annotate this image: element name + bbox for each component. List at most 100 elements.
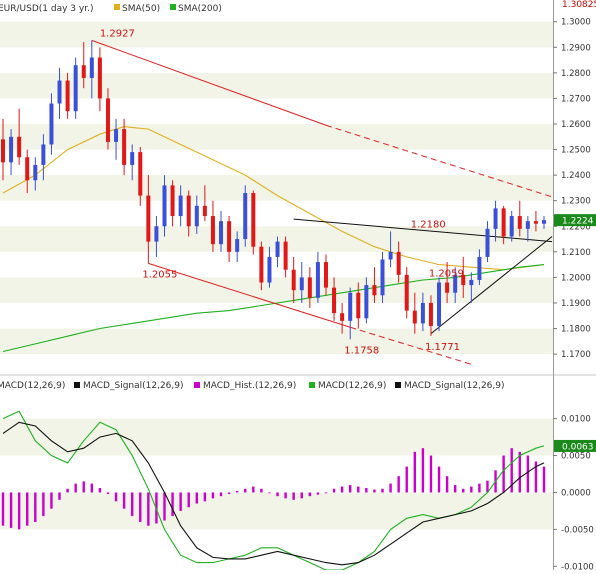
candle-body — [469, 279, 474, 286]
trendline — [148, 262, 351, 328]
candlestick — [428, 295, 433, 336]
price-tick-label: 1.2200 — [561, 222, 591, 232]
candle-body — [307, 277, 312, 298]
price-tick-label: 1.2300 — [561, 197, 591, 207]
candle-body — [542, 220, 546, 224]
candle-body — [219, 221, 224, 245]
price-grid-band — [0, 277, 553, 303]
candlestick — [97, 47, 102, 112]
macd-hist-bar — [260, 488, 263, 493]
candlestick — [412, 292, 417, 334]
macd-hist-bar — [445, 476, 449, 493]
candle-body — [525, 221, 530, 229]
macd-hist-bar — [235, 490, 239, 493]
macd-hist-bar — [171, 492, 174, 517]
candlestick — [81, 42, 86, 89]
candlestick — [105, 88, 110, 150]
macd-hist-bar — [526, 455, 530, 493]
candlestick — [533, 210, 538, 232]
candlestick — [340, 302, 345, 334]
candlestick — [307, 267, 312, 309]
candlestick — [202, 185, 207, 222]
macd-hist-bar — [534, 461, 538, 493]
macd-legend-swatch-5 — [395, 382, 401, 388]
macd-hist-bar — [179, 492, 182, 511]
price-annotation: 1.2059 — [429, 268, 464, 279]
candlestick — [283, 236, 288, 278]
macd-hist-bar — [252, 486, 255, 493]
candle-body — [315, 262, 320, 298]
candle-body — [122, 129, 127, 165]
macd-tick-label: -0.0100 — [561, 562, 594, 570]
macd-panel-background — [0, 378, 553, 530]
candlestick — [49, 93, 54, 155]
candle-body — [57, 80, 62, 104]
macd-grid-band — [0, 418, 553, 456]
current-macd-label: 0.0063 — [562, 442, 594, 452]
price-grid-band — [0, 328, 553, 355]
candlestick — [388, 231, 393, 268]
macd-hist-bar — [389, 483, 392, 493]
price-panel: 1.2927 1.2055 1.2180 1.2059 1.1758 1.1771 — [1, 28, 553, 365]
price-tick-label: 1.1800 — [561, 325, 591, 335]
macd-hist-bar — [381, 488, 384, 493]
macd-panel — [1, 410, 546, 571]
price-tick-label: 1.2600 — [561, 120, 591, 130]
macd-hist-bar — [300, 492, 303, 499]
candle-body — [299, 277, 304, 291]
candlestick — [17, 108, 22, 165]
price-grid-band — [0, 354, 553, 372]
legend-swatch-sma50 — [114, 4, 120, 10]
macd-legend-label-4: MACD(12,26,9) — [318, 381, 386, 391]
macd-tick-label: -0.0050 — [561, 525, 594, 535]
candlestick — [73, 57, 78, 119]
candle-body — [437, 282, 442, 326]
candle-body — [33, 164, 38, 181]
candle-body — [130, 152, 135, 165]
candlestick — [267, 246, 272, 288]
chart-title: EUR/USD(1 day 3 yr.) — [0, 4, 93, 14]
macd-hist-bar — [268, 492, 271, 494]
candle-body — [420, 302, 425, 324]
price-grid-band — [0, 124, 553, 150]
macd-hist-bar — [98, 488, 102, 493]
macd-hist-bar — [502, 455, 505, 493]
macd-hist-bar — [413, 451, 417, 493]
macd-hist-bar — [227, 492, 231, 494]
candlestick — [501, 205, 506, 245]
price-annotation: 1.2180 — [411, 219, 446, 230]
macd-hist-bar — [405, 466, 408, 493]
candle-body — [65, 80, 70, 112]
candlestick — [114, 118, 119, 160]
macd-hist-bar — [510, 448, 513, 493]
candle-body — [485, 228, 490, 257]
candlestick — [89, 40, 94, 99]
candlestick — [186, 190, 191, 237]
candlestick — [315, 251, 320, 303]
price-tick-label: 1.2700 — [561, 94, 591, 104]
macd-hist-bar — [90, 483, 94, 493]
candle-body — [1, 139, 5, 163]
candle-body — [356, 292, 361, 319]
macd-legend: MACD(12,26,9) MACD_Signal(12,26,9) MACD_… — [0, 381, 505, 391]
candle-body — [9, 136, 14, 163]
candlestick — [154, 216, 159, 257]
candle-body — [380, 259, 385, 296]
candle-body — [477, 256, 482, 280]
candlestick — [170, 180, 175, 227]
candle-body — [41, 144, 46, 165]
macd-hist-bar — [1, 492, 5, 526]
candle-body — [49, 103, 54, 145]
legend-label-sma50: SMA(50) — [122, 4, 160, 14]
macd-hist-bar — [66, 488, 69, 493]
candlestick — [380, 251, 385, 303]
macd-hist-bar — [58, 492, 61, 500]
macd-hist-bar — [470, 486, 473, 493]
candle-body — [105, 98, 110, 142]
macd-hist-bar — [50, 492, 53, 509]
candlestick — [1, 118, 5, 181]
price-tick-label: 1.2000 — [561, 273, 591, 283]
macd-hist-bar — [292, 492, 295, 500]
macd-line — [2, 410, 545, 571]
